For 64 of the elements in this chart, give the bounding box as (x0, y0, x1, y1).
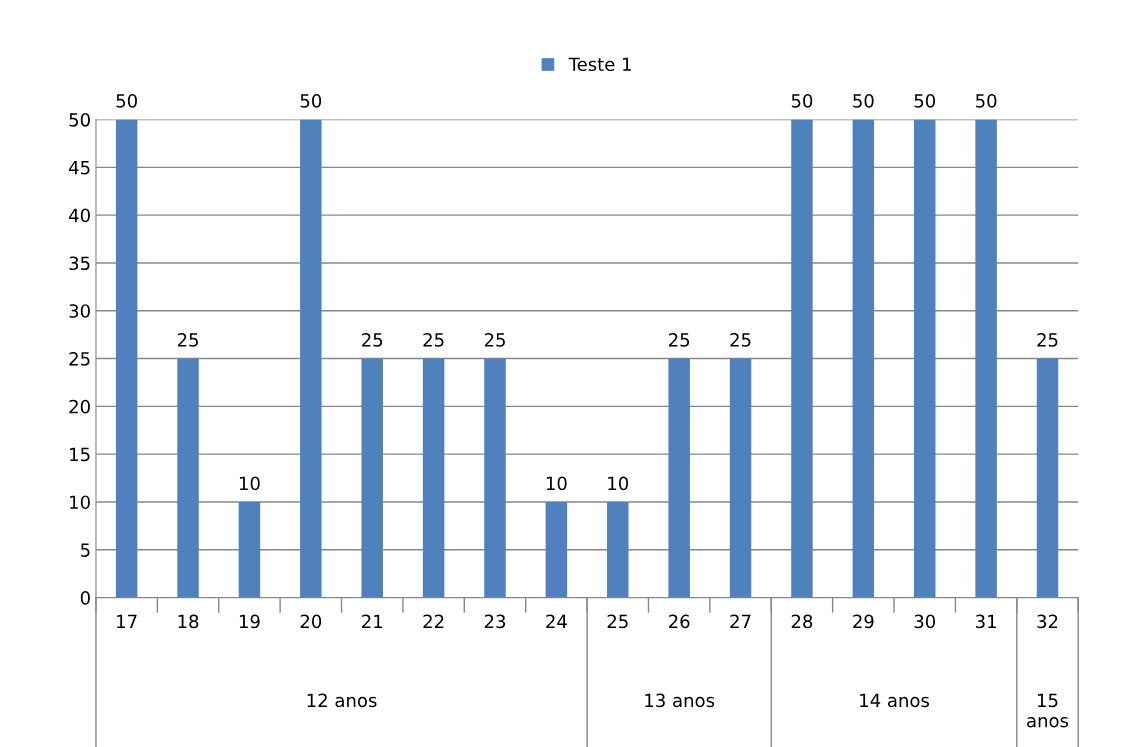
data-label: 50 (914, 94, 936, 108)
x-tick-label: 21 (362, 614, 383, 628)
y-tick-label: 30 (69, 304, 90, 318)
bar (115, 119, 138, 598)
x-tick-label: 32 (1037, 614, 1058, 629)
bar (422, 358, 445, 598)
y-tick-label: 35 (69, 256, 90, 271)
x-tick-label: 23 (484, 614, 506, 629)
text: 12 anos (307, 693, 377, 708)
bar (668, 358, 690, 598)
x-tick-label: 31 (976, 614, 996, 629)
legend-label: Teste 1 (568, 57, 631, 72)
bar (300, 119, 322, 598)
data-label: 25 (362, 333, 383, 347)
data-label: 10 (608, 476, 629, 491)
x-tick-label: 26 (669, 614, 690, 629)
data-label: 25 (177, 333, 198, 347)
bar (177, 358, 199, 598)
x-tick-label: 18 (178, 614, 199, 629)
x-tick-label: 27 (730, 614, 751, 628)
bar (361, 358, 383, 598)
x-tick-label: 17 (117, 614, 137, 628)
y-tick-label: 40 (69, 208, 90, 223)
bar (852, 119, 875, 598)
data-label: 50 (300, 94, 322, 108)
bar (545, 501, 568, 598)
data-label: 50 (791, 94, 813, 108)
x-tick-label: 20 (300, 614, 322, 629)
x-tick-label: 29 (853, 614, 874, 629)
data-label: 10 (546, 476, 567, 491)
y-tick-label: 50 (69, 112, 90, 127)
data-label: 50 (976, 94, 997, 108)
y-tick-label: 10 (70, 495, 90, 510)
x-tick-label: 28 (791, 614, 813, 629)
x-tick-label: 30 (914, 614, 936, 629)
bar (913, 119, 936, 598)
y-tick-label: 0 (80, 591, 90, 605)
data-label: 50 (116, 94, 137, 108)
text: 14 anos (860, 693, 929, 708)
y-tick-label: 20 (69, 399, 90, 414)
data-label: 25 (423, 333, 444, 347)
bar (1036, 358, 1059, 598)
bar (607, 501, 629, 598)
bar (975, 119, 997, 598)
text: 15 anos (1027, 693, 1069, 728)
x-tick-label: 19 (239, 614, 260, 629)
x-tick-label: 22 (423, 614, 444, 628)
data-label: 25 (669, 333, 690, 347)
y-tick-label: 15 (70, 447, 90, 462)
bar (484, 358, 506, 598)
bar (791, 119, 813, 598)
bar (238, 501, 261, 598)
y-tick-label: 45 (69, 161, 90, 175)
data-label: 50 (853, 94, 874, 108)
bar (729, 358, 752, 598)
data-label: 25 (730, 333, 751, 347)
y-tick-label: 5 (81, 543, 90, 557)
data-label: 25 (484, 333, 505, 347)
text: 13 anos (645, 693, 715, 708)
x-tick-label: 24 (546, 614, 567, 628)
data-label: 25 (1037, 333, 1058, 347)
x-tick-label: 25 (607, 614, 628, 629)
data-label: 10 (239, 476, 260, 491)
y-tick-label: 25 (69, 352, 90, 366)
